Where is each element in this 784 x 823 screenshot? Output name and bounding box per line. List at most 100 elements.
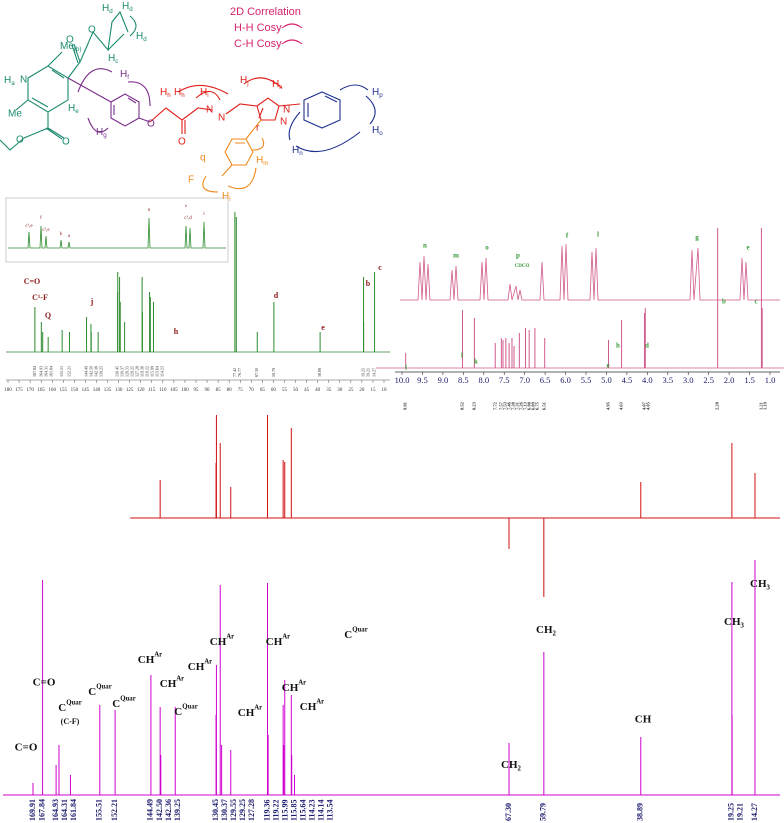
peak-label: 7.38: [510, 401, 515, 410]
peak-label: 119.22: [145, 366, 150, 377]
atom-label-sub: l: [229, 196, 230, 203]
tick-label: 35: [326, 388, 332, 393]
tick-label: 140: [93, 388, 101, 393]
atom-label-main: H: [102, 3, 109, 14]
inset-trace: [400, 243, 780, 301]
atom-label-sub: i: [207, 92, 208, 99]
inset-frame: [5, 197, 229, 263]
inset-assignment: f: [40, 216, 42, 221]
peak-label: 152.21: [110, 799, 119, 821]
inset-assignment: p: [516, 252, 520, 260]
peak-label: 130.37: [120, 366, 125, 377]
assignment: CQuar: [58, 699, 81, 713]
peak-label: 6.51: [542, 401, 547, 410]
peak-label: 119.36: [140, 366, 145, 377]
inset-assignment: o: [485, 244, 489, 252]
peak-label: 7.31: [514, 401, 519, 410]
atom-label: O: [66, 35, 74, 46]
atom-label: Hl: [222, 191, 231, 203]
assignment: CH3: [724, 616, 745, 629]
tick-label: 3.5: [662, 375, 673, 385]
atom-label: Hg: [96, 127, 107, 139]
assignment: C=O: [33, 677, 56, 689]
assignment: CH2: [536, 624, 557, 637]
assignment-sub: 2: [518, 765, 522, 772]
peak-label: 114.14: [316, 799, 325, 821]
tick-label: 155: [60, 388, 68, 393]
atom-label-sub: c: [115, 58, 118, 65]
cosy-arrow: [177, 77, 283, 101]
tick-label: 165: [37, 388, 45, 393]
assignment-sup: Quar: [352, 626, 368, 633]
atom-label-main: H: [4, 75, 11, 86]
inset-assignment: c¹,d: [184, 215, 192, 221]
assignment: CH: [635, 714, 652, 726]
tick-label: 85: [216, 388, 222, 393]
atom-label: r: [256, 123, 260, 134]
atom-label: F: [188, 175, 194, 186]
assignment: j: [90, 297, 94, 306]
tick-label: 5.5: [581, 375, 592, 385]
peak-label: 6.98: [526, 401, 531, 410]
peak-label: 169.91: [28, 799, 37, 821]
peak-label: 139.25: [173, 799, 182, 821]
assignment: CHAr: [188, 658, 212, 672]
peak-label: 130.45: [211, 799, 220, 821]
assignment-main: CH: [210, 636, 227, 648]
peak-label: 129.25: [130, 366, 135, 377]
tick-label: 105: [170, 388, 178, 393]
inset-assignment: a: [68, 234, 71, 239]
assignment-sup: Ar: [226, 633, 234, 640]
inset-assignment: k: [60, 232, 63, 237]
atom-label-sub: d: [143, 36, 147, 43]
assignment: c: [754, 298, 757, 306]
atom-label-main: H: [272, 79, 279, 90]
peak-label: 167.84: [37, 799, 46, 821]
atom-label: Hn: [292, 145, 303, 157]
atom-label-main: H: [222, 191, 229, 202]
tick-label: 6.0: [560, 375, 571, 385]
assignment: (C-F): [61, 717, 80, 726]
tick-label: 2.5: [703, 375, 714, 385]
peak-label: 115.85: [289, 799, 298, 821]
tick-label: 135: [104, 388, 112, 393]
assignment: h: [174, 327, 179, 336]
peak-label: 19.25: [360, 368, 365, 377]
tick-label: 90: [205, 388, 211, 393]
tick-label: 4.0: [642, 375, 653, 385]
peak-label: 164.31: [43, 366, 48, 377]
tick-label: 1.5: [744, 375, 755, 385]
h1-spectrum: [375, 243, 784, 373]
atom-label: Hm: [256, 155, 268, 167]
atom-label-sub: a: [11, 80, 15, 87]
peak-label: 77.42: [232, 368, 237, 377]
peak-label: 130.45: [115, 366, 120, 377]
atom-label-sub: j: [246, 80, 248, 87]
atom-label-sub: h: [167, 92, 171, 99]
atom-label: Hf: [120, 69, 129, 81]
atom-label-main: H: [120, 69, 127, 80]
assignment: k: [474, 358, 478, 366]
assignment-main: CH: [138, 654, 155, 666]
assignment-main: CH: [238, 707, 255, 719]
peak-label: 142.36: [93, 366, 98, 377]
assignment-main: CH: [160, 678, 177, 690]
atom-label-main: H: [68, 103, 75, 114]
assignment: b: [366, 279, 371, 288]
inset-assignment: m: [453, 252, 459, 260]
tick-label: 15: [370, 388, 376, 393]
tick-label: 3.0: [683, 375, 694, 385]
tick-label: 80: [227, 388, 233, 393]
tick-label: 10.0: [395, 375, 410, 385]
peak-label: 1.19: [762, 401, 767, 410]
peak-label: 164.93: [51, 799, 60, 821]
assignment: CHAr: [210, 633, 234, 647]
peak-label: 4.95: [606, 401, 611, 410]
tick-label: 45: [304, 388, 310, 393]
inset-assignment: i: [203, 212, 205, 217]
c13-spectrum: [5, 197, 390, 381]
assignment-main: CH: [188, 661, 205, 673]
peak-label: 142.36: [164, 799, 173, 821]
assignment-main: CH: [750, 578, 767, 590]
